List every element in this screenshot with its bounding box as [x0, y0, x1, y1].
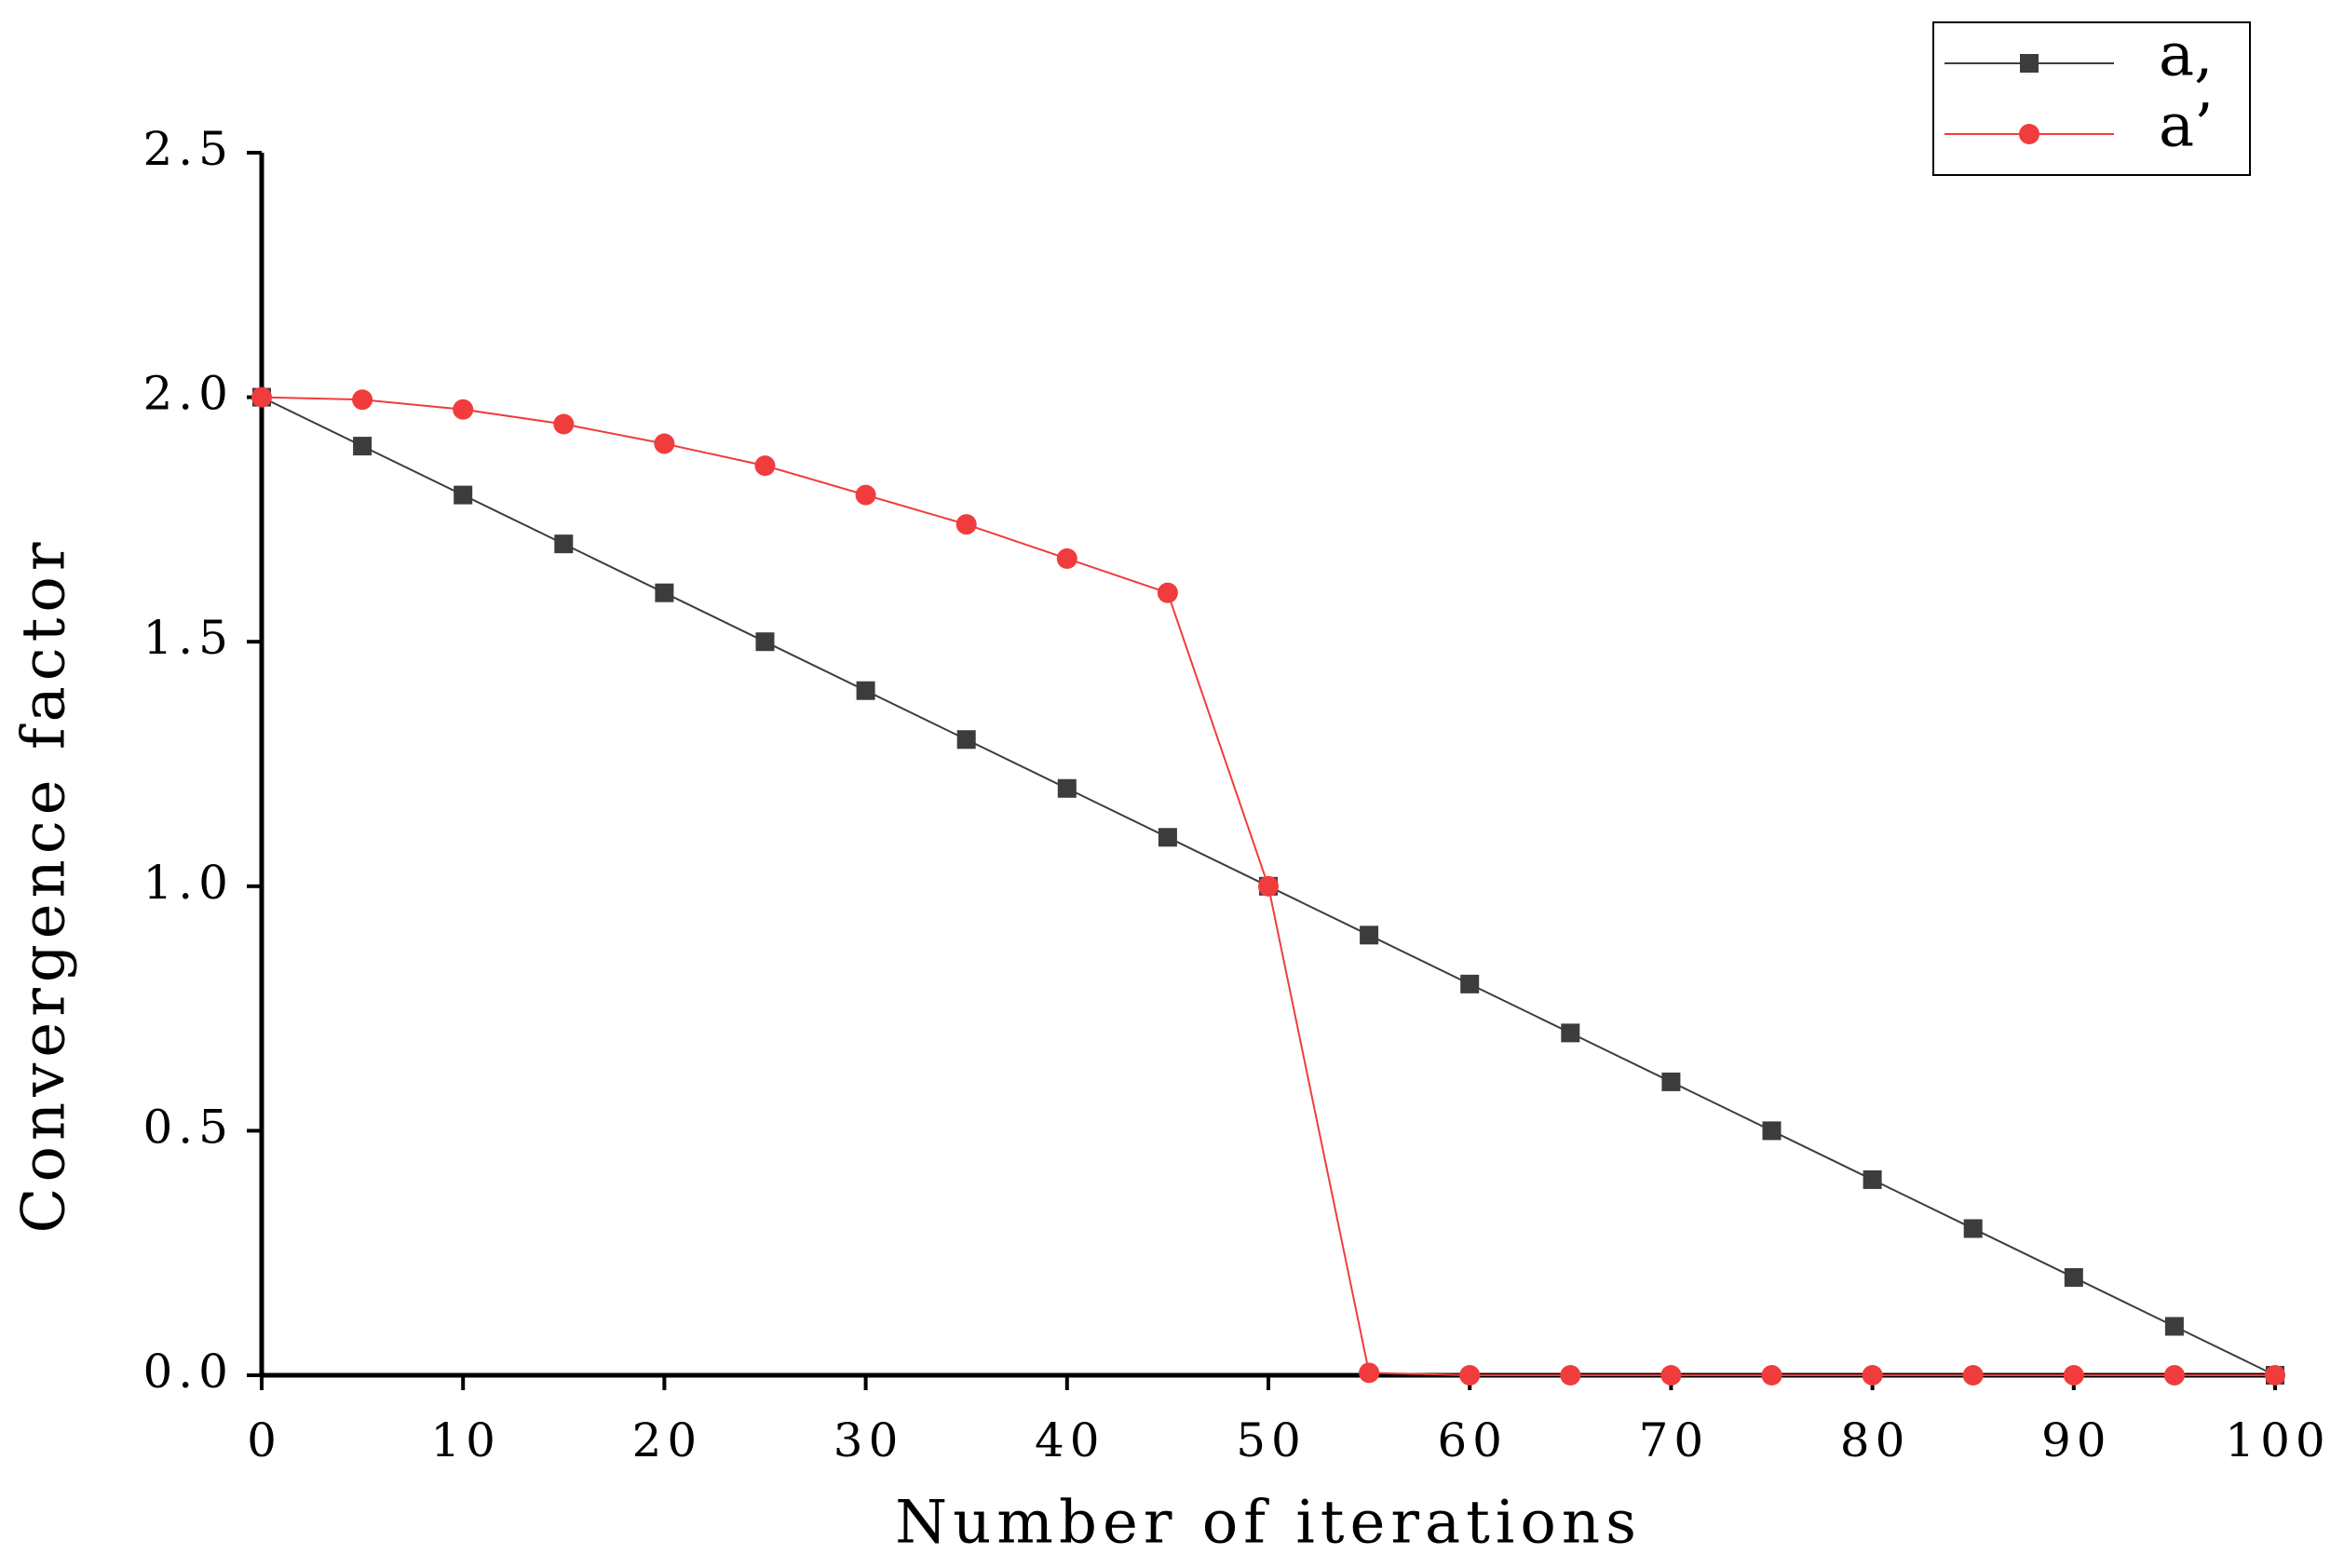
marker	[454, 485, 473, 505]
marker	[1157, 582, 1178, 603]
marker	[1862, 1365, 1883, 1386]
marker	[1863, 1169, 1882, 1189]
x-tick-label: 100	[2225, 1413, 2330, 1467]
marker	[2163, 1365, 2185, 1386]
x-tick-label: 0	[247, 1413, 282, 1467]
marker	[855, 484, 876, 506]
x-tick-label: 60	[1437, 1413, 1508, 1467]
marker	[1963, 1219, 1983, 1238]
marker	[352, 389, 373, 411]
legend-box	[1932, 21, 2251, 176]
legend-label: a,	[2159, 21, 2214, 90]
x-tick-label: 10	[430, 1413, 501, 1467]
marker	[654, 433, 675, 454]
y-axis-title: Convergence factor	[10, 537, 79, 1234]
marker	[1561, 1023, 1580, 1043]
marker	[1761, 1365, 1782, 1386]
x-tick-label: 80	[1840, 1413, 1911, 1467]
y-tick-label: 2.5	[142, 122, 234, 176]
marker	[251, 386, 272, 408]
marker	[453, 399, 474, 420]
marker	[1359, 1362, 1380, 1384]
marker	[1158, 828, 1177, 847]
marker	[655, 583, 674, 602]
marker	[1762, 1121, 1782, 1141]
marker	[955, 514, 977, 535]
y-tick-label: 0.0	[142, 1345, 234, 1399]
marker	[2265, 1365, 2285, 1386]
marker	[1660, 1365, 1682, 1386]
marker	[956, 730, 976, 750]
marker	[755, 632, 775, 652]
x-axis-title: Number of iterations	[895, 1489, 1642, 1558]
marker	[353, 437, 373, 456]
marker	[1962, 1365, 1984, 1386]
marker	[754, 455, 776, 477]
x-tick-label: 40	[1035, 1413, 1105, 1467]
legend-label: a’	[2159, 92, 2214, 161]
marker	[856, 681, 875, 700]
x-tick-label: 20	[632, 1413, 703, 1467]
marker	[1258, 875, 1279, 897]
marker	[553, 413, 575, 435]
marker	[1661, 1072, 1681, 1091]
y-tick-label: 1.5	[142, 611, 234, 665]
marker	[1560, 1365, 1581, 1386]
marker	[1360, 926, 1379, 945]
marker	[1460, 974, 1480, 994]
x-tick-label: 90	[2041, 1413, 2112, 1467]
marker	[1459, 1365, 1481, 1386]
marker	[2164, 1317, 2184, 1336]
legend-marker	[2019, 124, 2039, 144]
marker	[2063, 1365, 2084, 1386]
y-tick-label: 0.5	[142, 1100, 234, 1154]
legend-marker	[2020, 54, 2039, 73]
y-tick-label: 1.0	[142, 856, 234, 910]
x-tick-label: 70	[1639, 1413, 1710, 1467]
x-tick-label: 50	[1236, 1413, 1307, 1467]
y-tick-label: 2.0	[142, 367, 234, 421]
marker	[1057, 778, 1077, 798]
marker	[554, 534, 574, 554]
marker	[2064, 1267, 2083, 1287]
x-tick-label: 30	[833, 1413, 904, 1467]
marker	[1056, 547, 1077, 569]
